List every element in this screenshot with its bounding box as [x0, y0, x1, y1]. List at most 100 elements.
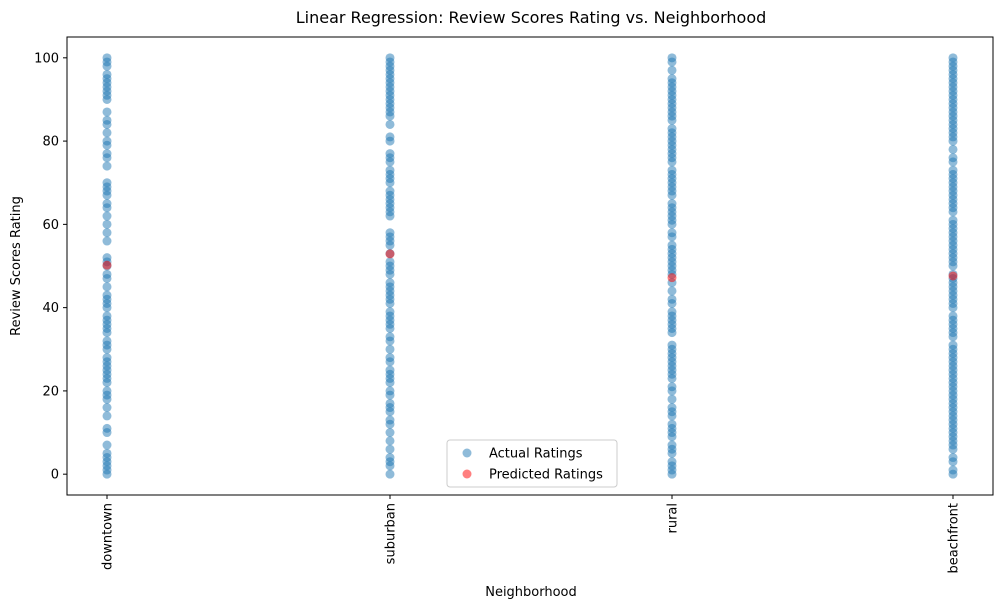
actual-point-beachfront-3	[948, 453, 958, 463]
actual-point-downtown-35	[102, 269, 112, 279]
actual-point-rural-6	[667, 440, 677, 450]
actual-point-rural-10	[667, 419, 677, 429]
actual-point-downtown-42	[102, 211, 112, 221]
actual-point-downtown-28	[102, 311, 112, 321]
actual-point-rural-78	[667, 74, 677, 84]
actual-point-suburban-17	[385, 365, 395, 375]
y-tick-label-100: 100	[34, 51, 59, 66]
actual-point-beachfront-91	[948, 53, 958, 63]
actual-point-downtown-41	[102, 219, 112, 229]
legend-box	[446, 439, 618, 488]
actual-point-beachfront-1	[948, 465, 958, 475]
actual-point-suburban-27	[385, 307, 395, 317]
x-tick-label-suburban: suburban	[384, 503, 399, 564]
legend: Actual Ratings Predicted Ratings	[446, 439, 618, 488]
chart-title: Linear Regression: Review Scores Rating …	[296, 8, 767, 27]
actual-point-downtown-13	[102, 386, 112, 396]
actual-point-downtown-53	[102, 136, 112, 146]
actual-point-suburban-6	[385, 428, 395, 438]
actual-point-suburban-5	[385, 436, 395, 446]
y-tick-label-80: 80	[42, 135, 59, 150]
actual-point-downtown-23	[102, 336, 112, 346]
actual-point-rural-45	[667, 228, 677, 238]
x-tick-label-downtown: downtown	[101, 503, 116, 570]
actual-point-suburban-33	[385, 278, 395, 288]
actual-point-downtown-57	[102, 107, 112, 117]
actual-point-suburban-20	[385, 344, 395, 354]
actual-point-suburban-42	[385, 228, 395, 238]
actual-point-suburban-8	[385, 415, 395, 425]
y-axis-label: Review Scores Rating	[9, 196, 24, 336]
actual-point-suburban-74	[385, 53, 395, 63]
actual-point-rural-51	[667, 199, 677, 209]
actual-point-rural-16	[667, 382, 677, 392]
actual-point-downtown-20	[102, 353, 112, 363]
actual-point-rural-31	[667, 307, 677, 317]
plot-frame	[66, 36, 994, 496]
actual-point-suburban-22	[385, 332, 395, 342]
actual-point-rural-79	[667, 65, 677, 75]
actual-point-downtown-44	[102, 199, 112, 209]
legend-label-predicted: Predicted Ratings	[489, 468, 603, 483]
predicted-point-rural	[667, 273, 677, 283]
actual-point-rural-34	[667, 286, 677, 296]
actual-point-downtown-49	[102, 161, 112, 171]
actual-point-downtown-51	[102, 149, 112, 159]
actual-point-downtown-32	[102, 290, 112, 300]
legend-marker-predicted	[462, 469, 472, 479]
actual-point-beachfront-29	[948, 340, 958, 350]
actual-point-rural-58	[667, 165, 677, 175]
actual-point-rural-13	[667, 403, 677, 413]
actual-point-suburban-19	[385, 353, 395, 363]
actual-point-downtown-5	[102, 448, 112, 458]
actual-point-downtown-64	[102, 69, 112, 79]
legend-marker-actual	[462, 448, 472, 458]
actual-point-rural-14	[667, 394, 677, 404]
actual-point-beachfront-70	[948, 144, 958, 154]
actual-point-suburban-59	[385, 119, 395, 129]
y-tick-label-20: 20	[42, 384, 59, 399]
y-tick-label-60: 60	[42, 218, 59, 233]
x-axis-label: Neighborhood	[485, 585, 577, 600]
actual-point-suburban-4	[385, 444, 395, 454]
x-axis: downtown suburban rural beachfront	[101, 495, 962, 574]
actual-point-rural-33	[667, 294, 677, 304]
y-tick-label-40: 40	[42, 301, 59, 316]
actual-point-beachfront-67	[948, 165, 958, 175]
actual-point-downtown-67	[102, 53, 112, 63]
actual-point-downtown-56	[102, 115, 112, 125]
predicted-point-suburban	[385, 249, 395, 259]
actual-point-downtown-33	[102, 282, 112, 292]
actual-point-suburban-11	[385, 398, 395, 408]
actual-point-rural-67	[667, 124, 677, 134]
actual-point-suburban-0	[385, 469, 395, 479]
actual-point-rural-43	[667, 240, 677, 250]
actual-point-beachfront-56	[948, 215, 958, 225]
actual-point-downtown-10	[102, 403, 112, 413]
actual-point-rural-81	[667, 53, 677, 63]
actual-point-suburban-3	[385, 453, 395, 463]
y-tick-label-0: 0	[51, 468, 59, 483]
y-axis: 0 20 40 60 80 100	[34, 51, 67, 483]
actual-point-beachfront-35	[948, 311, 958, 321]
actual-point-downtown-39	[102, 236, 112, 246]
x-tick-label-rural: rural	[666, 503, 681, 534]
actual-point-downtown-54	[102, 128, 112, 138]
actual-point-downtown-6	[102, 440, 112, 450]
predicted-point-beachfront	[948, 271, 958, 281]
actual-point-beachfront-69	[948, 153, 958, 163]
actual-point-downtown-8	[102, 423, 112, 433]
actual-point-downtown-9	[102, 411, 112, 421]
actual-point-suburban-58	[385, 132, 395, 142]
actual-point-downtown-48	[102, 178, 112, 188]
plot-area	[102, 53, 958, 479]
actual-point-suburban-53	[385, 165, 395, 175]
actual-point-downtown-40	[102, 228, 112, 238]
actual-point-suburban-13	[385, 386, 395, 396]
actual-point-rural-25	[667, 340, 677, 350]
legend-label-actual: Actual Ratings	[489, 447, 583, 462]
x-tick-label-beachfront: beachfront	[947, 503, 962, 574]
actual-point-suburban-49	[385, 186, 395, 196]
actual-point-downtown-38	[102, 253, 112, 263]
